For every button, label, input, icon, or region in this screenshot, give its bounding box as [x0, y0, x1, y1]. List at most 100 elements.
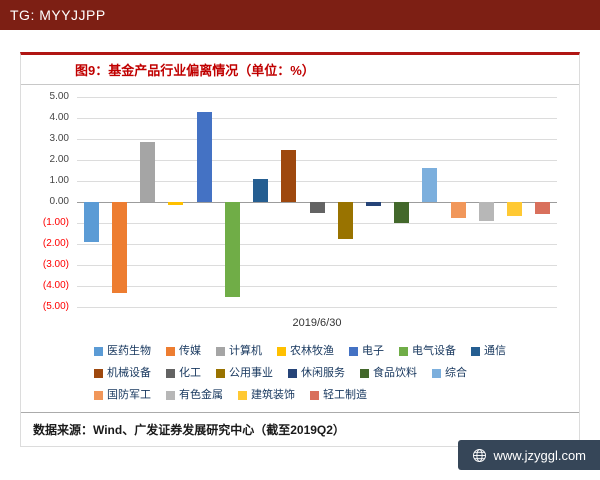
y-tick-label: (5.00) [42, 301, 69, 312]
legend-swatch [432, 369, 441, 378]
gridline [77, 244, 557, 245]
legend-swatch [94, 369, 103, 378]
legend-item: 化工 [166, 367, 201, 380]
bar [309, 202, 325, 213]
y-tick-label: 4.00 [49, 112, 69, 123]
legend-swatch [94, 347, 103, 356]
y-tick-label: (4.00) [42, 280, 69, 291]
y-tick-label: (3.00) [42, 259, 69, 270]
legend-label: 机械设备 [107, 367, 151, 379]
globe-icon [472, 448, 486, 462]
source-text: 数据来源：Wind、广发证券发展研究中心（截至2019Q2） [21, 412, 579, 446]
legend-item: 通信 [471, 345, 506, 358]
legend-label: 综合 [445, 367, 467, 379]
legend-swatch [166, 391, 175, 400]
legend-item: 轻工制造 [310, 389, 367, 402]
bar [253, 178, 269, 202]
bar [422, 168, 438, 202]
legend-swatch [349, 347, 358, 356]
gridline [77, 97, 557, 98]
legend-label: 电气设备 [412, 345, 456, 357]
legend-item: 电子 [349, 345, 384, 358]
legend-label: 食品饮料 [373, 367, 417, 379]
gridline [77, 265, 557, 266]
legend-item: 食品饮料 [360, 367, 417, 380]
legend-item: 农林牧渔 [277, 345, 334, 358]
bar [281, 149, 297, 202]
gridline [77, 286, 557, 287]
legend-item: 国防军工 [94, 389, 151, 402]
bar [140, 142, 156, 202]
legend-swatch [216, 347, 225, 356]
y-tick-label: (2.00) [42, 238, 69, 249]
legend-label: 电子 [362, 345, 384, 357]
legend-item: 公用事业 [216, 367, 273, 380]
legend-label: 公用事业 [229, 367, 273, 379]
legend-label: 轻工制造 [323, 389, 367, 401]
legend-swatch [399, 347, 408, 356]
legend: 医药生物 传媒 计算机 农林牧渔 电子 电气设备 通信机械设备 化工 公用事业 休闲服务 食品饮料 综… [94, 345, 506, 402]
legend-item: 有色金属 [166, 389, 223, 402]
x-axis-label: 2019/6/30 [292, 317, 342, 329]
gridline [77, 181, 557, 182]
gridline [77, 139, 557, 140]
legend-swatch [310, 391, 319, 400]
bar [507, 202, 523, 216]
site-badge: www.jzyggl.com [457, 440, 600, 470]
legend-label: 国防军工 [107, 389, 151, 401]
top-bar: TG: MYYJJPP [0, 0, 600, 30]
legend-label: 通信 [484, 345, 506, 357]
legend-label: 农林牧渔 [290, 345, 334, 357]
bar [196, 111, 212, 202]
legend-swatch [166, 347, 175, 356]
legend-label: 传媒 [179, 345, 201, 357]
gridline [77, 118, 557, 119]
y-tick-label: 3.00 [49, 133, 69, 144]
legend-swatch [216, 369, 225, 378]
gridline [77, 223, 557, 224]
legend-swatch [238, 391, 247, 400]
figure-title: 图9：基金产品行业偏离情况（单位：%） [21, 55, 579, 85]
bar [394, 202, 410, 223]
bar [337, 202, 353, 239]
y-tick-label: 1.00 [49, 175, 69, 186]
y-tick-label: (1.00) [42, 217, 69, 228]
legend-swatch [288, 369, 297, 378]
bar [111, 202, 127, 294]
legend-label: 医药生物 [107, 345, 151, 357]
legend-item: 电气设备 [399, 345, 456, 358]
figure: 图9：基金产品行业偏离情况（单位：%） 5.00 4.00 3.00 2.00 1.00… [20, 52, 580, 447]
legend-item: 计算机 [216, 345, 262, 358]
bar [450, 202, 466, 218]
bar [365, 202, 381, 207]
legend-swatch [94, 391, 103, 400]
legend-item: 传媒 [166, 345, 201, 358]
top-bar-text: TG: MYYJJPP [10, 7, 106, 23]
legend-item: 休闲服务 [288, 367, 345, 380]
y-tick-label: 5.00 [49, 91, 69, 102]
legend-label: 计算机 [229, 345, 262, 357]
legend-label: 化工 [179, 367, 201, 379]
legend-item: 建筑装饰 [238, 389, 295, 402]
chart: 5.00 4.00 3.00 2.00 1.00 0.00 (1.00) (2.00) (3.0… [21, 85, 579, 337]
legend-label: 休闲服务 [301, 367, 345, 379]
site-badge-text: www.jzyggl.com [493, 447, 586, 463]
y-tick-label: 0.00 [49, 196, 69, 207]
bar [168, 202, 184, 206]
bar [83, 202, 99, 242]
legend-item: 机械设备 [94, 367, 151, 380]
legend-swatch [166, 369, 175, 378]
legend-item: 综合 [432, 367, 467, 380]
bar [224, 202, 240, 297]
legend-swatch [360, 369, 369, 378]
legend-label: 建筑装饰 [251, 389, 295, 401]
bar [478, 202, 494, 221]
gridline [77, 307, 557, 308]
legend-item: 医药生物 [94, 345, 151, 358]
y-tick-label: 2.00 [49, 154, 69, 165]
legend-swatch [277, 347, 286, 356]
gridline [77, 160, 557, 161]
legend-label: 有色金属 [179, 389, 223, 401]
bar [535, 202, 551, 214]
legend-swatch [471, 347, 480, 356]
